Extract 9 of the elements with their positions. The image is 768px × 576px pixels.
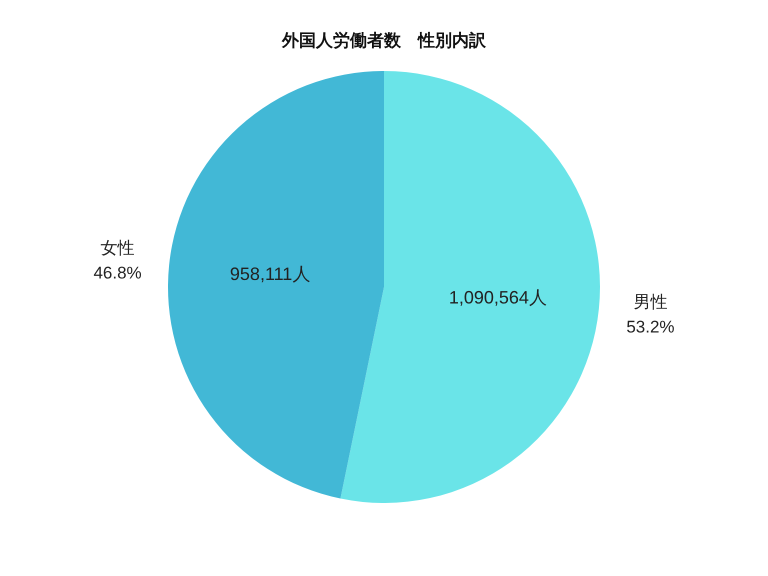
pie-slice — [340, 71, 600, 503]
slice-label: 女性 — [100, 238, 135, 258]
slice-label: 男性 — [633, 292, 668, 312]
text: 46.8% — [93, 263, 142, 282]
data-label: 1,090,564人 — [448, 287, 547, 308]
text: 53.2% — [626, 318, 675, 337]
chart-title: 外国人労働者数 性別内訳 — [281, 31, 487, 50]
pie-slice — [168, 71, 384, 499]
data-label: 958,111人 — [230, 264, 310, 284]
